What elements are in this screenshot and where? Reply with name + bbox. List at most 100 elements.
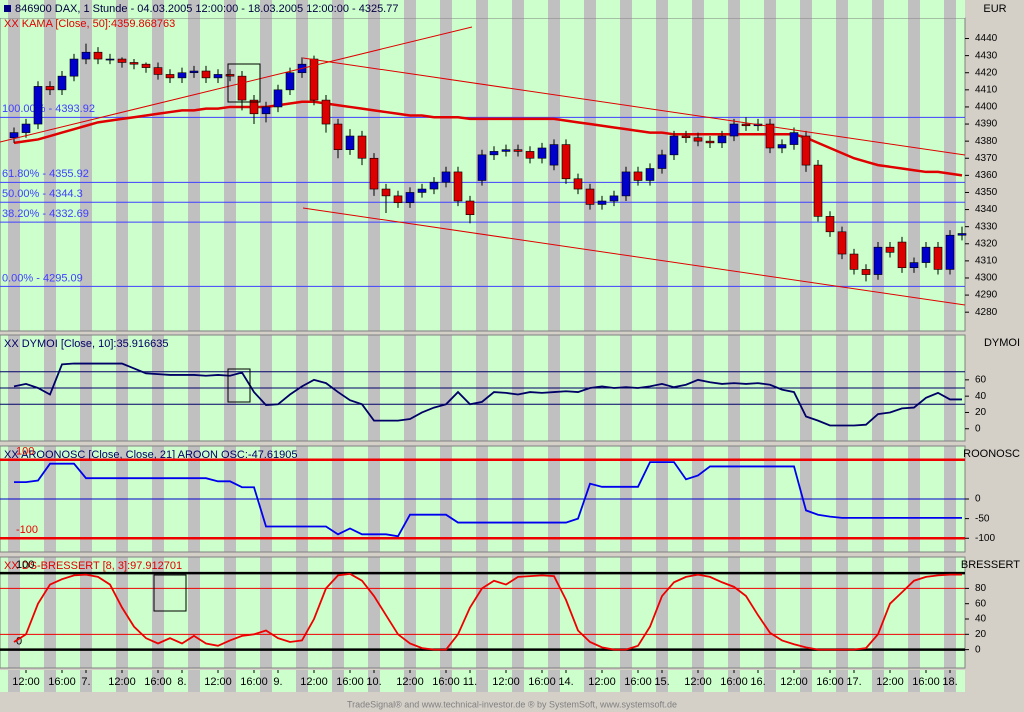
candle-body (429, 181, 439, 190)
session-stripe (152, 18, 164, 331)
session-stripe (656, 670, 668, 692)
session-stripe (836, 670, 848, 692)
candle-body (333, 123, 343, 150)
candle-body (21, 123, 31, 133)
session-stripe (944, 557, 956, 668)
candle-body (165, 74, 175, 79)
y-tick-label: 4420 (975, 67, 998, 78)
session-stripe (728, 18, 740, 331)
session-stripe (656, 0, 668, 18)
session-stripe (620, 557, 632, 668)
candle-body (849, 253, 859, 270)
session-stripe (188, 0, 200, 18)
y-tick-label: 4410 (975, 84, 998, 95)
candle-body (153, 67, 163, 75)
candle-body (465, 200, 475, 215)
candle-body (81, 51, 91, 60)
x-tick-label: 10. (366, 676, 381, 688)
session-stripe (116, 670, 128, 692)
y-tick-label: 0 (975, 494, 981, 505)
y-tick-label: 0 (975, 644, 981, 655)
session-stripe (908, 18, 920, 331)
session-stripe (908, 670, 920, 692)
candle-body (225, 74, 235, 77)
session-stripe (224, 18, 236, 331)
session-stripe (296, 18, 308, 331)
candle-body (405, 192, 415, 204)
indicator-label: XX KAMA [Close, 50]:4359.868763 (4, 18, 175, 30)
session-stripe (116, 18, 128, 331)
candle-body (717, 135, 727, 144)
x-tick-label: 12:00 (108, 676, 136, 688)
x-tick-label: 16:00 (48, 676, 76, 688)
session-stripe (800, 670, 812, 692)
candle-body (837, 231, 847, 255)
session-stripe (332, 557, 344, 668)
session-stripe (764, 0, 776, 18)
candle-body (237, 75, 247, 101)
y-tick-label: 60 (975, 598, 987, 609)
candle-body (537, 147, 547, 159)
session-stripe (872, 18, 884, 331)
x-tick-label: 9. (273, 676, 282, 688)
marker-box (227, 63, 261, 103)
x-tick-label: 17. (846, 676, 861, 688)
fib-label: 61.80% - 4355.92 (2, 168, 89, 180)
x-tick-label: 12:00 (876, 676, 904, 688)
candle-body (345, 135, 355, 150)
session-stripe (620, 0, 632, 18)
session-stripe (440, 557, 452, 668)
y-tick-label: 20 (975, 407, 987, 418)
candle-body (597, 200, 607, 205)
x-tick-label: 16:00 (816, 676, 844, 688)
y-tick-label: 4360 (975, 170, 998, 181)
session-stripe (836, 18, 848, 331)
session-stripe (332, 0, 344, 18)
candle-body (309, 58, 319, 101)
candle-body (657, 154, 667, 169)
x-tick-label: 12:00 (780, 676, 808, 688)
y-tick-label: 4430 (975, 50, 998, 61)
candle-body (897, 241, 907, 269)
candle-body (693, 137, 703, 142)
session-stripe (152, 670, 164, 692)
fib-label: 38.20% - 4332.69 (2, 208, 89, 220)
session-stripe (728, 670, 740, 692)
session-stripe (188, 670, 200, 692)
session-stripe (80, 557, 92, 668)
session-stripe (584, 670, 596, 692)
trend-line (302, 57, 966, 156)
candle-body (69, 58, 79, 77)
indicator-label: XX DS-BRESSERT [8, 3]:97.912701 (4, 560, 182, 572)
title-icon (4, 5, 11, 12)
axis-label: ROONOSC (963, 448, 1020, 460)
session-stripe (872, 670, 884, 692)
candle-body (609, 195, 619, 202)
x-tick-label: 7. (81, 676, 90, 688)
session-stripe (368, 0, 380, 18)
session-stripe (584, 18, 596, 331)
candle-body (45, 86, 55, 91)
candle-body (9, 132, 19, 139)
session-stripe (404, 670, 416, 692)
x-tick-label: 12:00 (684, 676, 712, 688)
candle-body (285, 72, 295, 91)
y-tick-label: 40 (975, 614, 987, 625)
trend-lines (0, 26, 966, 612)
candle-body (105, 58, 115, 61)
x-tick-label: 14. (558, 676, 573, 688)
axis-label: EUR (983, 3, 1006, 15)
candle-body (189, 70, 199, 74)
indicator-label: XX DYMOI [Close, 10]:35.916635 (4, 338, 168, 350)
session-stripe (404, 0, 416, 18)
trend-line (0, 26, 473, 143)
x-tick-label: 8. (177, 676, 186, 688)
session-stripe (476, 0, 488, 18)
session-stripe (44, 557, 56, 668)
y-tick-label: 4290 (975, 290, 998, 301)
x-tick-label: 12:00 (492, 676, 520, 688)
session-stripe (8, 18, 20, 331)
level-label: -100 (16, 524, 38, 536)
session-stripe (296, 670, 308, 692)
